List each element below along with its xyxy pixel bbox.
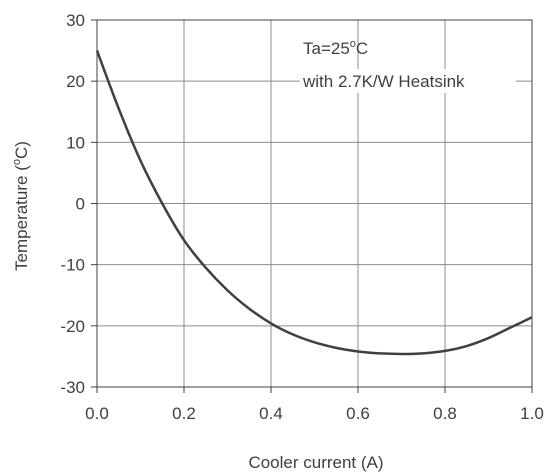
plot-frame bbox=[91, 19, 533, 393]
x-tick-label: 0.8 bbox=[433, 404, 457, 423]
annotation-ta-post: C bbox=[356, 39, 368, 58]
x-tick-label: 0.6 bbox=[346, 404, 370, 423]
y-tick-label: 0 bbox=[76, 195, 85, 214]
x-tick-label: 1.0 bbox=[520, 404, 544, 423]
y-axis-label-sup: o bbox=[11, 159, 23, 165]
y-tick-label: -30 bbox=[60, 378, 85, 397]
annotation-heatsink: with 2.7K/W Heatsink bbox=[302, 72, 465, 91]
y-tick-label: 10 bbox=[66, 133, 85, 152]
y-axis-label: Temperature (oC) bbox=[11, 141, 31, 271]
y-tick-label: -20 bbox=[60, 317, 85, 336]
x-tick-label: 0.0 bbox=[85, 404, 109, 423]
x-axis-label: Cooler current (A) bbox=[248, 453, 383, 472]
annotation-bg bbox=[300, 69, 516, 93]
plot-border bbox=[96, 19, 533, 388]
y-tick-labels: 30 20 10 0 -10 -20 -30 bbox=[60, 11, 85, 397]
temperature-curve bbox=[95, 50, 533, 356]
y-tick-label: -10 bbox=[60, 256, 85, 275]
x-tick-label: 0.4 bbox=[259, 404, 283, 423]
annotation-ta: Ta=25oC bbox=[303, 38, 368, 58]
y-axis-label-main: Temperature ( bbox=[12, 165, 31, 271]
y-axis-label-end: C) bbox=[12, 141, 31, 159]
x-tick-label: 0.2 bbox=[172, 404, 196, 423]
x-tick-labels: 0.0 0.2 0.4 0.6 0.8 1.0 bbox=[85, 404, 544, 423]
annotation-ta-pre: Ta=25 bbox=[303, 39, 350, 58]
y-tick-label: 20 bbox=[66, 72, 85, 91]
y-tick-label: 30 bbox=[66, 11, 85, 30]
annotation-ta-sup: o bbox=[350, 38, 356, 50]
